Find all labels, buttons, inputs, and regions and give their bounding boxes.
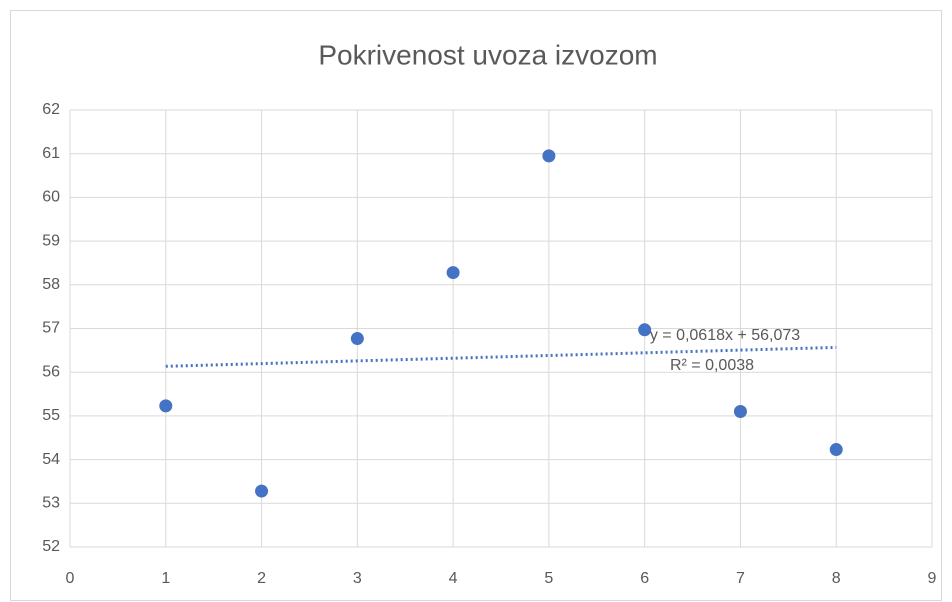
x-tick-label: 7 <box>736 570 745 587</box>
y-tick-label: 57 <box>42 320 60 337</box>
x-tick-label: 0 <box>66 570 75 587</box>
x-tick-label: 2 <box>257 570 266 587</box>
point <box>542 149 556 163</box>
trendline <box>165 345 837 368</box>
point <box>733 405 747 419</box>
y-tick-label: 52 <box>42 538 60 555</box>
y-tick-label: 56 <box>42 363 60 380</box>
x-tick-label: 6 <box>640 570 649 587</box>
point <box>255 484 269 498</box>
point <box>350 332 364 346</box>
y-tick-label: 54 <box>42 451 60 468</box>
point <box>159 399 173 413</box>
x-tick-label: 3 <box>353 570 362 587</box>
x-tick-label: 8 <box>832 570 841 587</box>
y-tick-label: 58 <box>42 276 60 293</box>
point <box>446 266 460 280</box>
y-tick-label: 55 <box>42 407 60 424</box>
y-tick-label: 59 <box>42 232 60 249</box>
point <box>638 323 652 337</box>
x-tick-label: 5 <box>544 570 553 587</box>
x-tick-label: 1 <box>161 570 170 587</box>
y-tick-label: 61 <box>42 145 60 162</box>
x-tick-label: 9 <box>928 570 937 587</box>
trendline-r2: R² = 0,0038 <box>670 357 754 374</box>
y-tick-label: 53 <box>42 495 60 512</box>
point <box>829 443 843 457</box>
chart-border <box>10 10 942 601</box>
y-tick-label: 62 <box>42 101 60 118</box>
y-tick-label: 60 <box>42 189 60 206</box>
chart-title: Pokrivenost uvoza izvozom <box>318 39 657 70</box>
x-tick-label: 4 <box>449 570 458 587</box>
trendline-equation: y = 0,0618x + 56,073 <box>650 327 800 344</box>
